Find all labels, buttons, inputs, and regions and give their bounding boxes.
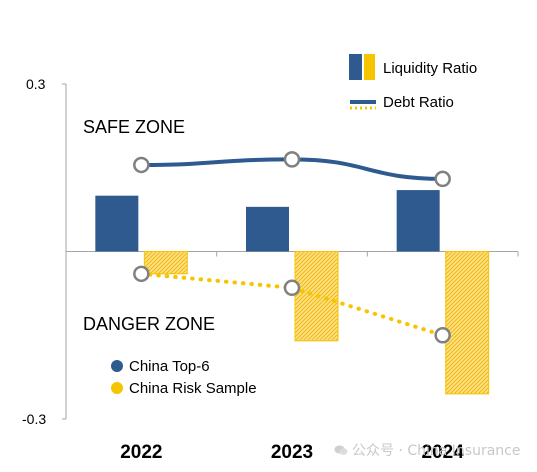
x-tick-label-2023: 2023 (271, 442, 313, 463)
bar-risk-2024 (445, 251, 490, 395)
legend-debt-label: Debt Ratio (383, 94, 454, 111)
y-tick-label: 0.3 (26, 76, 46, 92)
legend-liquidity-label: Liquidity Ratio (383, 60, 477, 77)
bar-top6-2022 (95, 195, 139, 252)
legend-liquidity-swatch-top6 (349, 54, 362, 80)
legend-risk-marker (111, 382, 123, 394)
bars (95, 190, 490, 395)
watermark-text: 公众号 · China Insurance (352, 443, 521, 459)
legend: Liquidity Ratio Debt Ratio China Top-6 Chin… (111, 54, 477, 397)
x-tick-label-2024: 2024 (422, 442, 465, 463)
lines (133, 151, 451, 344)
point-risk-2024 (434, 327, 451, 344)
point-top6-2023 (283, 151, 301, 168)
legend-risk-label: China Risk Sample (129, 380, 257, 397)
x-tick-label-2022: 2022 (120, 442, 162, 463)
legend-liquidity-swatch-risk (364, 54, 375, 80)
wechat-icon (334, 445, 348, 455)
point-top6-2024 (434, 170, 451, 188)
bar-risk-2022 (143, 251, 188, 275)
point-risk-2022 (133, 265, 150, 283)
bar-top6-2024 (396, 190, 440, 252)
labels: 0.3 -0.3 2022 2023 2024 SAFE ZONE DANGER ZONE (22, 76, 464, 463)
y-tick-label: -0.3 (22, 411, 46, 427)
watermark: 公众号 · China Insurance (334, 440, 520, 460)
safe-zone-label: SAFE ZONE (83, 117, 185, 137)
point-risk-2023 (283, 279, 301, 297)
bar-top6-2023 (246, 206, 289, 252)
danger-zone-label: DANGER ZONE (83, 314, 215, 334)
axes (62, 83, 519, 420)
legend-top6-label: China Top-6 (129, 358, 210, 375)
point-top6-2022 (133, 156, 150, 174)
legend-top6-marker (111, 360, 123, 372)
